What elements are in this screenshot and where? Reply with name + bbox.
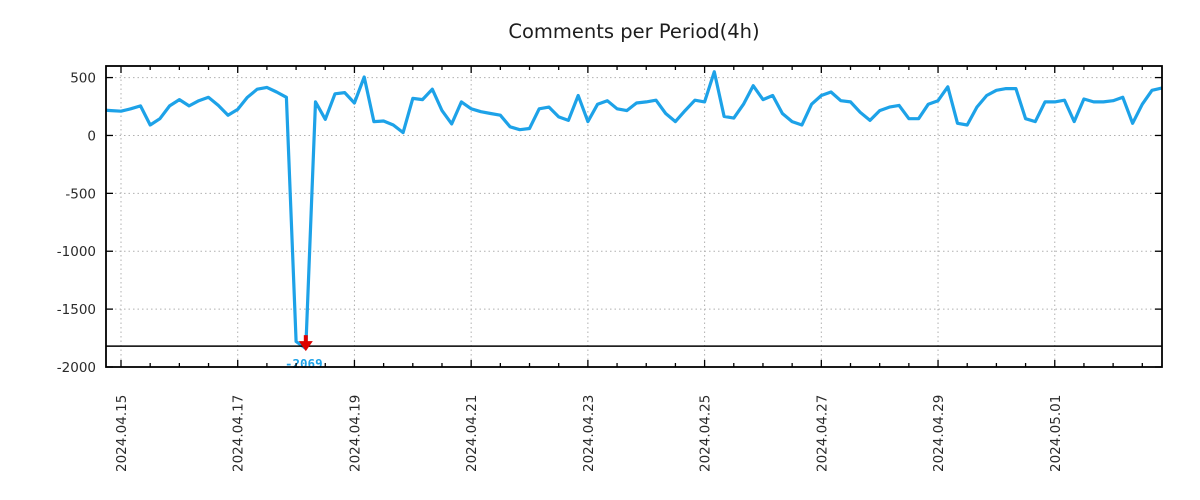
x-tick-label: 2024.04.21 xyxy=(464,395,480,472)
data-series xyxy=(106,70,1162,351)
min-value-label: -2069 xyxy=(285,356,323,371)
x-tick-label: 2024.04.29 xyxy=(931,395,947,472)
grid-lines xyxy=(106,66,1162,367)
x-tick-label: 2024.04.15 xyxy=(114,395,130,472)
x-tick-label: 2024.04.23 xyxy=(581,395,597,472)
min-marker-arrow-icon xyxy=(298,341,313,352)
y-tick-label: -500 xyxy=(65,186,96,202)
x-tick-label: 2024.04.25 xyxy=(698,395,714,472)
y-tick-label: 0 xyxy=(87,128,96,144)
y-tick-label: -2000 xyxy=(57,360,96,376)
x-tick-label: 2024.04.27 xyxy=(814,395,830,472)
y-tick-label: 500 xyxy=(70,71,96,87)
x-tick-label: 2024.04.17 xyxy=(231,395,247,472)
x-tick-label: 2024.05.01 xyxy=(1048,395,1064,472)
plot-border xyxy=(105,65,1163,368)
comments-line xyxy=(106,70,1162,351)
y-tick-label: -1500 xyxy=(57,302,96,318)
axes-and-ticks xyxy=(105,65,1163,368)
annotations: -2069 xyxy=(106,335,1162,371)
x-tick-label: 2024.04.19 xyxy=(347,395,363,472)
y-tick-label: -1000 xyxy=(57,244,96,260)
min-marker-stem xyxy=(303,335,308,343)
tick-labels: 500 0 -500 -1000 -1500 -2000 2024.04.15 2024.04… xyxy=(57,71,1064,472)
chart-title: Comments per Period(4h) xyxy=(508,20,759,43)
